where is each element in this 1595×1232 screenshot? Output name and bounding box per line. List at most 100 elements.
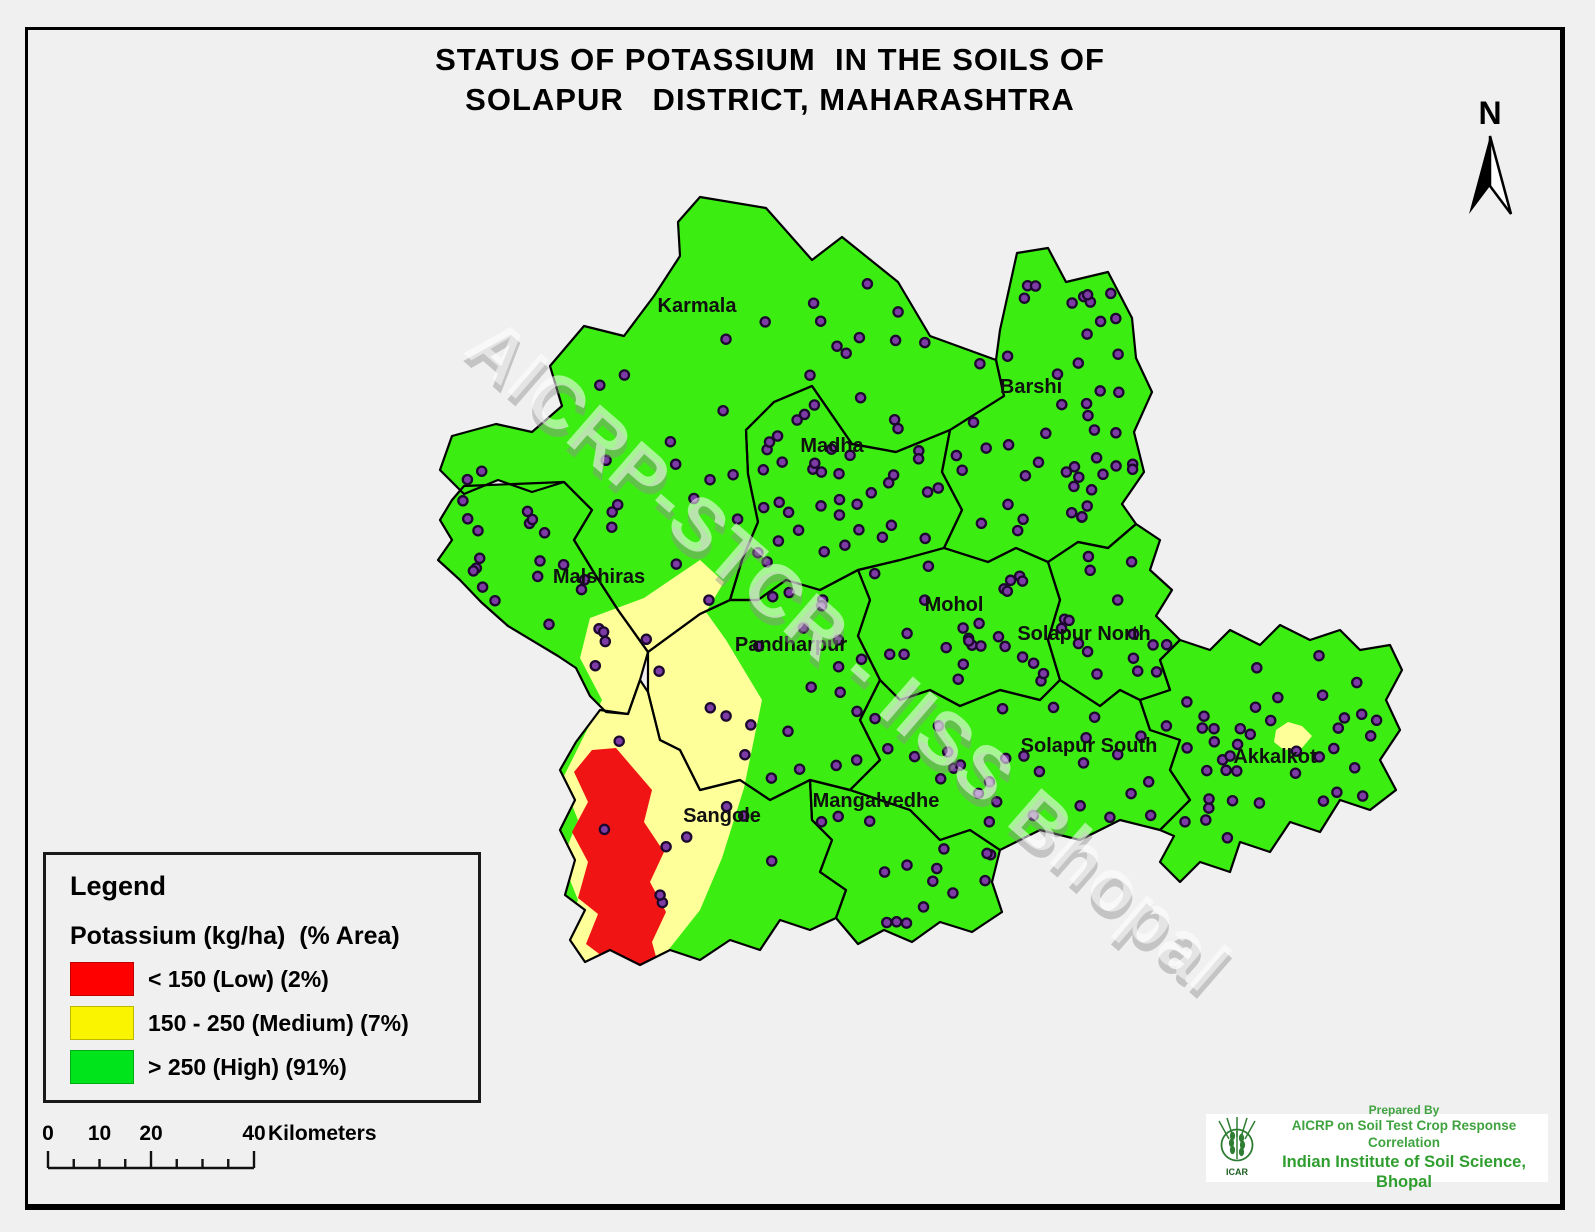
sample-dot — [1080, 397, 1093, 410]
sample-dot — [901, 627, 913, 640]
sample-dot — [1224, 750, 1236, 762]
sample-dot — [938, 843, 950, 855]
sample-dot — [1072, 637, 1085, 650]
sample-dot — [1127, 652, 1140, 664]
sample-dot — [1196, 722, 1209, 734]
sample-dot — [461, 513, 474, 525]
sample-dot — [1047, 701, 1060, 714]
sample-dot — [1234, 722, 1247, 735]
sample-dot — [901, 859, 913, 871]
sample-dot — [461, 473, 474, 486]
sample-dot — [1018, 750, 1030, 762]
sample-dot — [1097, 468, 1109, 481]
sample-dot — [782, 506, 795, 519]
region-label-solapur-north: Solapur North — [1017, 623, 1150, 645]
sample-dot — [783, 586, 795, 599]
sample-dot — [1110, 427, 1122, 439]
sample-dot — [757, 464, 770, 476]
sample-dot — [1094, 385, 1106, 397]
region-solapur-north — [1048, 524, 1180, 706]
sample-dot — [1081, 289, 1094, 301]
scale-label: 10 — [88, 1122, 111, 1145]
title-line-1: STATUS OF POTASSIUM IN THE SOILS OF — [435, 42, 1105, 77]
boundary-malshiras — [436, 480, 650, 716]
sample-dot — [1065, 506, 1078, 519]
sample-dot — [854, 391, 867, 404]
sample-dot — [759, 316, 771, 328]
sample-dot — [1076, 511, 1088, 523]
sample-dot — [974, 357, 986, 370]
sample-dot — [954, 759, 967, 771]
sample-dot — [745, 719, 757, 731]
sample-dot — [1033, 765, 1046, 778]
sample-dot — [1088, 711, 1101, 723]
north-arrow-icon — [1469, 135, 1513, 215]
sample-dot — [963, 635, 975, 647]
sample-dot — [1037, 667, 1050, 680]
sample-dot — [1073, 471, 1085, 483]
legend-item-label: < 150 (Low) (2%) — [148, 965, 329, 992]
sample-dot — [765, 772, 778, 784]
sample-dot — [1027, 657, 1040, 669]
credit-text: Prepared By AICRP on Soil Test Crop Resp… — [1260, 1103, 1548, 1193]
sample-dot — [1144, 809, 1157, 822]
boundary-akkalkot — [1138, 623, 1404, 884]
sample-dot — [654, 889, 666, 901]
credit-line-2: AICRP on Soil Test Crop Response Correla… — [1291, 1118, 1517, 1150]
sample-dot — [1063, 614, 1075, 627]
sample-dot — [940, 641, 952, 654]
legend-box: Legend Potassium (kg/ha) (% Area) < 150 … — [43, 852, 481, 1103]
sample-dot — [890, 916, 903, 928]
legend-swatch-high — [70, 1050, 134, 1084]
sample-dot — [973, 617, 985, 630]
sample-dot — [927, 875, 939, 887]
sample-dot — [606, 506, 618, 518]
sample-dot — [739, 748, 751, 761]
sample-dot — [840, 347, 852, 359]
sample-dot — [1198, 710, 1210, 722]
sample-dot — [1160, 638, 1173, 651]
sample-dot — [1203, 793, 1215, 805]
sample-dot — [990, 796, 1003, 808]
sample-dot — [670, 558, 683, 570]
sample-dot — [613, 735, 625, 747]
sample-dot — [869, 712, 881, 725]
sample-dot — [1110, 312, 1122, 325]
region-label-madha: Madha — [800, 435, 864, 457]
legend-title: Legend — [70, 871, 167, 901]
sample-dot — [1016, 651, 1029, 663]
sample-dot — [808, 399, 821, 411]
sample-dot — [1113, 386, 1125, 399]
sample-dot — [589, 659, 602, 672]
sample-dot — [981, 847, 993, 860]
sample-dot — [825, 443, 838, 455]
sample-dot — [861, 278, 874, 290]
region-boundaries — [436, 195, 1404, 967]
sample-dot — [1181, 696, 1193, 708]
sample-dot — [1203, 802, 1215, 814]
sample-dot — [1348, 762, 1361, 774]
sample-dot — [1077, 757, 1090, 769]
sample-dot — [1084, 564, 1096, 577]
sample-dot — [1081, 328, 1093, 340]
sample-dot — [720, 710, 732, 722]
sample-dot — [876, 531, 889, 543]
sample-dot — [669, 458, 682, 470]
sample-dot — [720, 800, 733, 813]
sample-dot — [1081, 645, 1094, 658]
sample-dot — [1091, 668, 1103, 680]
sample-dot — [833, 493, 846, 506]
sample-dot — [598, 823, 611, 836]
sample-dot — [932, 482, 945, 494]
region-label-pandharpur: Pandharpur — [735, 634, 847, 656]
sample-dot — [793, 763, 806, 775]
sample-dot — [908, 750, 921, 763]
sample-dot — [521, 505, 534, 518]
sample-dot — [792, 524, 805, 536]
sample-dot — [818, 545, 830, 558]
north-arrow: N — [1469, 95, 1513, 215]
legend-item: > 250 (High) (91%) — [70, 1049, 478, 1085]
sample-dot — [703, 594, 715, 606]
legend-subtitle: Potassium (kg/ha) (% Area) — [70, 922, 400, 950]
sample-dot — [473, 552, 486, 565]
